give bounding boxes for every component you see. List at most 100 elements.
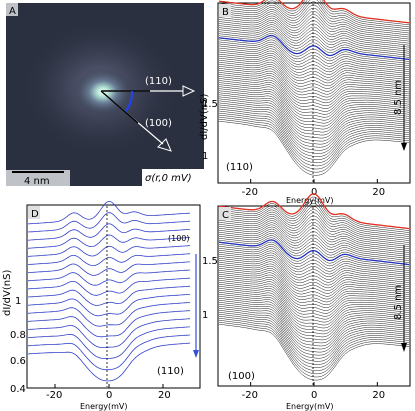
x-tick-label: 20 bbox=[372, 187, 385, 198]
spectrum-curve bbox=[218, 59, 410, 87]
spectrum-curve bbox=[218, 37, 410, 62]
panel-b-ytick-1: 1 bbox=[202, 151, 208, 162]
spectrum-curve bbox=[218, 100, 410, 145]
panel-b: B (110) -20 0 20 dI/dV(nS) 1 1.5 Energy(mV… bbox=[199, 0, 411, 205]
panel-b-ticks: -20 0 20 bbox=[242, 179, 385, 198]
spectrum-curve bbox=[218, 102, 410, 148]
spectrum-curve bbox=[27, 326, 190, 359]
panel-b-xlabel: Energy(mV) bbox=[286, 196, 334, 205]
panel-c-xlabel: Energy(mV) bbox=[286, 402, 334, 411]
spectrum-curve bbox=[218, 269, 410, 300]
spectrum-curve bbox=[218, 39, 410, 64]
x-tick-label: 20 bbox=[158, 390, 171, 401]
spectrum-curve bbox=[218, 0, 410, 24]
spectrum-curve bbox=[218, 22, 410, 48]
spectrum-curve bbox=[27, 277, 191, 296]
spectrum-curve bbox=[218, 315, 410, 368]
panel-c-corner-label: (100) bbox=[228, 371, 255, 382]
x-tick-label: -20 bbox=[242, 187, 258, 198]
spectrum-curve bbox=[218, 265, 410, 294]
panel-d-bottom-label: (110) bbox=[157, 366, 184, 377]
spectrum-curve bbox=[218, 82, 410, 118]
arrow-100-dark bbox=[100, 90, 139, 124]
spectrum-curve bbox=[27, 212, 191, 233]
panel-d-ytick-0-8: 0.8 bbox=[10, 330, 26, 341]
spectrum-curve bbox=[218, 120, 410, 176]
spectrum-curve bbox=[218, 4, 410, 34]
spectrum-curve bbox=[218, 309, 410, 359]
panel-a: A (110) (100) 4 nm σ(r,0 mV) bbox=[6, 3, 204, 187]
panel-d-frame bbox=[26, 204, 201, 389]
spectrum-curve bbox=[218, 267, 410, 297]
spectrum-curve bbox=[27, 334, 191, 371]
map-label-box bbox=[142, 169, 204, 186]
spectrum-curve bbox=[218, 13, 410, 40]
spectrum-curve bbox=[218, 287, 410, 326]
spectrum-curve bbox=[218, 88, 410, 127]
spectrum-curve bbox=[218, 323, 410, 381]
spectrum-curve bbox=[218, 259, 410, 286]
panel-d-label: D bbox=[31, 209, 39, 220]
spectrum-curve bbox=[218, 271, 410, 303]
angle-arc bbox=[125, 90, 134, 112]
scalebar-box bbox=[6, 170, 70, 186]
spectrum-curve bbox=[218, 80, 410, 115]
spectrum-curve bbox=[218, 239, 410, 266]
x-tick-label: 0 bbox=[311, 187, 317, 198]
spectrum-curve bbox=[218, 199, 410, 233]
spectrum-curve bbox=[218, 57, 410, 84]
spectrum-curve bbox=[218, 301, 410, 347]
spectrum-curve bbox=[218, 289, 410, 329]
spectrum-curve bbox=[218, 90, 410, 130]
spectrum-curve bbox=[27, 200, 191, 225]
spectrum-curve bbox=[218, 246, 410, 271]
spectrum-curve bbox=[218, 64, 410, 92]
spectrum-curve bbox=[218, 228, 410, 255]
panel-c-ytick-1-5: 1.5 bbox=[202, 256, 218, 267]
spectrum-curve bbox=[218, 243, 410, 269]
panel-b-label-box bbox=[219, 4, 231, 17]
panel-b-distance-label: 8.5 nm bbox=[393, 80, 404, 115]
spectrum-curve bbox=[218, 319, 410, 375]
spectrum-curve bbox=[218, 41, 410, 66]
spectrum-curve bbox=[218, 218, 410, 245]
x-tick-label: 0 bbox=[106, 390, 112, 401]
spectrum-curve bbox=[218, 76, 410, 109]
panel-c-frame bbox=[217, 205, 411, 387]
spectrum-curve bbox=[218, 24, 410, 50]
spectrum-curve bbox=[218, 15, 410, 42]
x-tick-label: 20 bbox=[372, 390, 385, 401]
arrow-100-head bbox=[157, 138, 172, 152]
spectrum-curve bbox=[27, 245, 191, 257]
panel-c-distance-label: 8.5 nm bbox=[393, 285, 404, 320]
spectrum-curve bbox=[218, 72, 410, 104]
panel-d-label-box bbox=[28, 206, 40, 219]
spectrum-curve bbox=[218, 285, 410, 323]
x-tick-label: -20 bbox=[242, 390, 258, 401]
spectrum-curve bbox=[27, 285, 191, 306]
spectrum-curve bbox=[218, 104, 410, 151]
arrow-110-head bbox=[182, 85, 196, 97]
panel-d: D (100) (110) -20 0 20 dI/dV(nS) 1 0.8 0.6… bbox=[2, 200, 201, 411]
panel-d-ylabel: dI/dV(nS) bbox=[2, 270, 13, 316]
spectrum-curve bbox=[218, 212, 410, 241]
panel-b-ylabel: dI/dV(nS) bbox=[199, 94, 210, 140]
spectrum-curve bbox=[218, 224, 410, 251]
spectrum-curve bbox=[218, 61, 410, 89]
spectrum-curve bbox=[218, 52, 410, 78]
spectrum-curve bbox=[218, 84, 410, 121]
spectrum-curve bbox=[218, 275, 410, 308]
scalebar-label: 4 nm bbox=[24, 176, 50, 187]
spectrum-curve bbox=[218, 116, 410, 170]
spectrum-curve bbox=[218, 321, 410, 378]
spectrum-curve bbox=[218, 277, 410, 311]
spectrum-curve bbox=[218, 305, 410, 353]
spectrum-curve bbox=[27, 342, 191, 382]
panel-d-ytick-1: 1 bbox=[15, 296, 21, 307]
panel-c-ytick-1: 1 bbox=[202, 310, 208, 321]
panel-d-ticks: -20 0 20 bbox=[46, 384, 171, 401]
x-tick-label: 0 bbox=[311, 390, 317, 401]
panel-d-arrow-head bbox=[193, 350, 199, 358]
panel-b-curves bbox=[218, 0, 410, 176]
